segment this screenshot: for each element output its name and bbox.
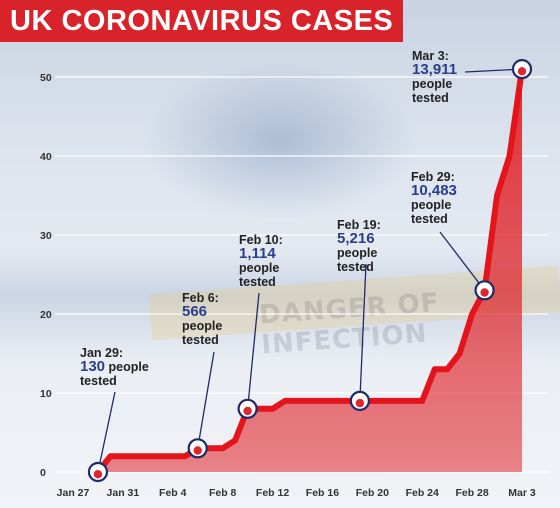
annotation-number: 5,216 — [337, 230, 375, 247]
x-tick-label: Feb 28 — [455, 487, 488, 499]
annotation-marker-dot — [480, 288, 489, 297]
annotation-label: Jan 29: 130 people tested — [80, 346, 149, 388]
annotation-date: Feb 10: — [239, 233, 283, 247]
annotation-number: 130 — [80, 358, 106, 375]
annotation-text: people tested — [239, 261, 280, 289]
area-fill — [97, 69, 522, 472]
y-tick-label: 30 — [40, 230, 52, 242]
y-tick-label: 20 — [40, 309, 52, 321]
annotation-text: people tested — [337, 246, 378, 274]
x-axis-ticks: Jan 27 Jan 31 Feb 4 Feb 8 Feb 12 Feb 16 Feb 20… — [57, 487, 536, 499]
annotation-marker-dot — [517, 67, 527, 76]
area-series — [97, 69, 522, 472]
x-tick-label: Feb 24 — [406, 487, 439, 499]
annotation-marker-dot — [243, 406, 252, 416]
y-tick-label: 10 — [40, 388, 52, 400]
annotation-label: Feb 6: 566 people tested — [182, 291, 222, 347]
annotation-connector — [197, 351, 215, 449]
annotation-label: Feb 19: 5,216 people tested — [337, 218, 381, 274]
annotation-date: Feb 29: — [411, 170, 455, 184]
x-tick-label: Feb 12 — [256, 487, 289, 499]
annotation-text: people tested — [411, 198, 452, 226]
annotation-marker-dot — [193, 446, 202, 455]
annotation-connectors — [97, 68, 523, 473]
annotation-marker-dot — [355, 398, 365, 408]
annotation-label: Feb 10: 1,114 people tested — [239, 233, 283, 289]
title-banner: UK CORONAVIRUS CASES — [0, 0, 404, 42]
x-tick-label: Feb 8 — [209, 487, 237, 499]
annotation-markers — [87, 58, 533, 483]
annotation-number: 10,483 — [411, 182, 457, 199]
annotation-text: people tested — [80, 360, 149, 388]
annotation-label: Mar 3: 13,911 people tested — [412, 49, 457, 105]
x-tick-label: Jan 27 — [57, 487, 90, 499]
annotation-connector — [439, 231, 486, 291]
x-tick-label: Feb 16 — [306, 487, 339, 499]
annotation-number: 566 — [182, 303, 208, 320]
annotation-date: Feb 6: — [182, 291, 219, 305]
annotation-number: 13,911 — [412, 61, 458, 78]
x-tick-label: Jan 31 — [107, 487, 140, 499]
y-axis-ticks: 0 10 20 30 40 50 — [40, 72, 52, 479]
annotation-connector — [359, 263, 367, 401]
background-photo-glow — [140, 60, 420, 220]
annotation-marker-dot — [93, 470, 103, 479]
annotation-connector — [246, 292, 260, 409]
y-tick-label: 50 — [40, 72, 52, 84]
line-series — [94, 66, 525, 475]
annotation-text: people tested — [412, 77, 453, 105]
annotation-connector — [97, 391, 116, 473]
annotation-date: Mar 3: — [412, 49, 449, 63]
x-tick-label: Feb 20 — [356, 487, 389, 499]
annotation-number: 1,114 — [239, 245, 276, 262]
annotation-date: Jan 29: — [80, 346, 124, 360]
series-line — [94, 66, 525, 475]
y-tick-label: 40 — [40, 151, 52, 163]
annotation-text: people tested — [182, 319, 223, 347]
x-tick-label: Mar 3 — [508, 487, 536, 499]
y-tick-label: 0 — [40, 467, 46, 479]
x-tick-label: Feb 4 — [159, 487, 187, 499]
annotation-label: Feb 29: 10,483 people tested — [411, 170, 457, 226]
annotation-date: Feb 19: — [337, 218, 381, 232]
chart-title: UK CORONAVIRUS CASES — [10, 4, 394, 37]
